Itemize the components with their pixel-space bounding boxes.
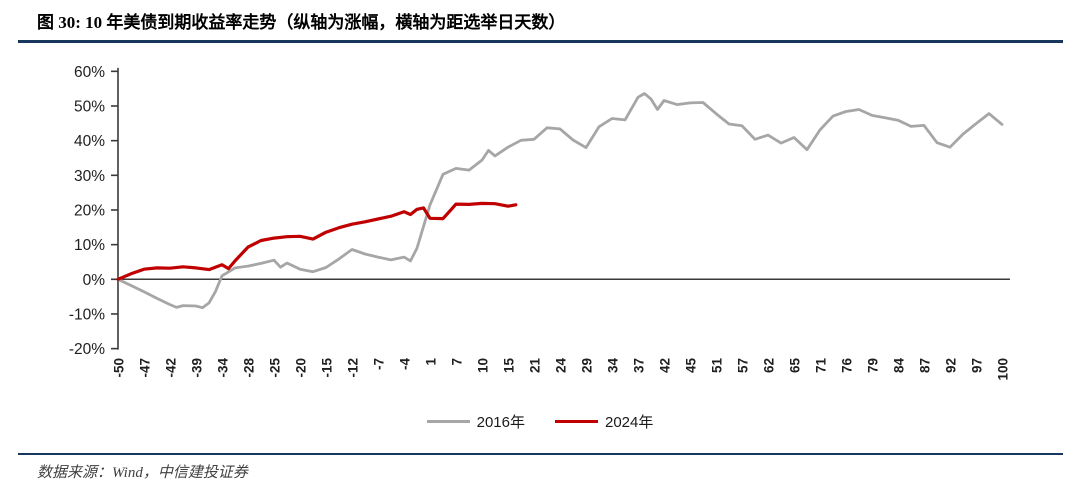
- x-tick-label: -39: [190, 358, 205, 378]
- x-tick-label: 42: [658, 358, 673, 373]
- x-tick-label: 45: [684, 358, 699, 374]
- legend-item-2016: 2016年: [426, 411, 525, 432]
- x-tick-label: 71: [814, 358, 829, 374]
- title-divider-rule: [18, 40, 1063, 43]
- x-tick-label: 51: [710, 358, 725, 374]
- x-tick-label: 97: [970, 358, 985, 373]
- x-tick-label: 21: [528, 358, 543, 374]
- data-source-note: 数据来源：Wind，中信建投证券: [37, 465, 248, 481]
- y-tick-label: -10%: [69, 306, 105, 323]
- legend-item-2024: 2024年: [555, 411, 653, 432]
- x-tick-label: 37: [632, 358, 647, 373]
- x-tick-label: 84: [892, 358, 907, 374]
- legend-2024-swatch: [555, 420, 598, 423]
- x-tick-label: -34: [216, 358, 231, 378]
- y-tick-label: 40%: [74, 133, 105, 150]
- x-tick-label: -25: [268, 358, 283, 378]
- x-tick-label: 76: [840, 358, 855, 374]
- series-line-2024: [116, 201, 518, 281]
- x-tick-label: -15: [320, 358, 335, 378]
- x-tick-label: 29: [580, 358, 595, 373]
- y-tick-label: -20%: [69, 341, 105, 358]
- x-tick-label: 15: [502, 358, 517, 374]
- x-tick-label: -4: [398, 358, 413, 370]
- legend-2024-label: 2024年: [605, 414, 654, 431]
- y-tick-label: 0%: [83, 272, 106, 289]
- x-tick-label: 24: [554, 358, 569, 374]
- y-tick-label: 60%: [74, 64, 105, 81]
- x-tick-label: -50: [112, 358, 127, 378]
- chart-legend: 2016年 2024年: [0, 411, 1080, 432]
- x-tick-label: -7: [372, 358, 387, 370]
- x-tick-label: 57: [736, 358, 751, 373]
- x-tick-label: 79: [866, 358, 881, 373]
- y-tick-label: 10%: [74, 237, 105, 254]
- x-tick-label: -12: [346, 358, 361, 378]
- x-tick-label: 62: [762, 358, 777, 373]
- series-line-2016: [116, 92, 1004, 310]
- legend-2016-swatch: [426, 420, 470, 423]
- x-tick-label: 65: [788, 358, 803, 374]
- x-tick-label: 92: [944, 358, 959, 373]
- figure-title: 图 30: 10 年美债到期收益率走势（纵轴为涨幅，横轴为距选举日天数）: [37, 13, 566, 32]
- x-tick-label: 7: [450, 358, 465, 366]
- x-tick-label: 1: [424, 358, 439, 366]
- x-tick-label: -28: [242, 358, 257, 378]
- x-tick-label: 100: [996, 358, 1011, 381]
- y-tick-label: 20%: [74, 202, 105, 219]
- footer-divider-rule: [18, 453, 1063, 455]
- x-tick-label: 34: [606, 358, 621, 374]
- legend-2016-label: 2016年: [476, 414, 525, 431]
- x-tick-label: -42: [164, 358, 179, 378]
- x-tick-label: -47: [138, 358, 153, 378]
- x-tick-label: -20: [294, 358, 309, 378]
- x-tick-label: 87: [918, 358, 933, 373]
- y-tick-label: 50%: [74, 99, 105, 116]
- x-tick-label: 10: [476, 358, 491, 373]
- y-tick-label: 30%: [74, 168, 105, 185]
